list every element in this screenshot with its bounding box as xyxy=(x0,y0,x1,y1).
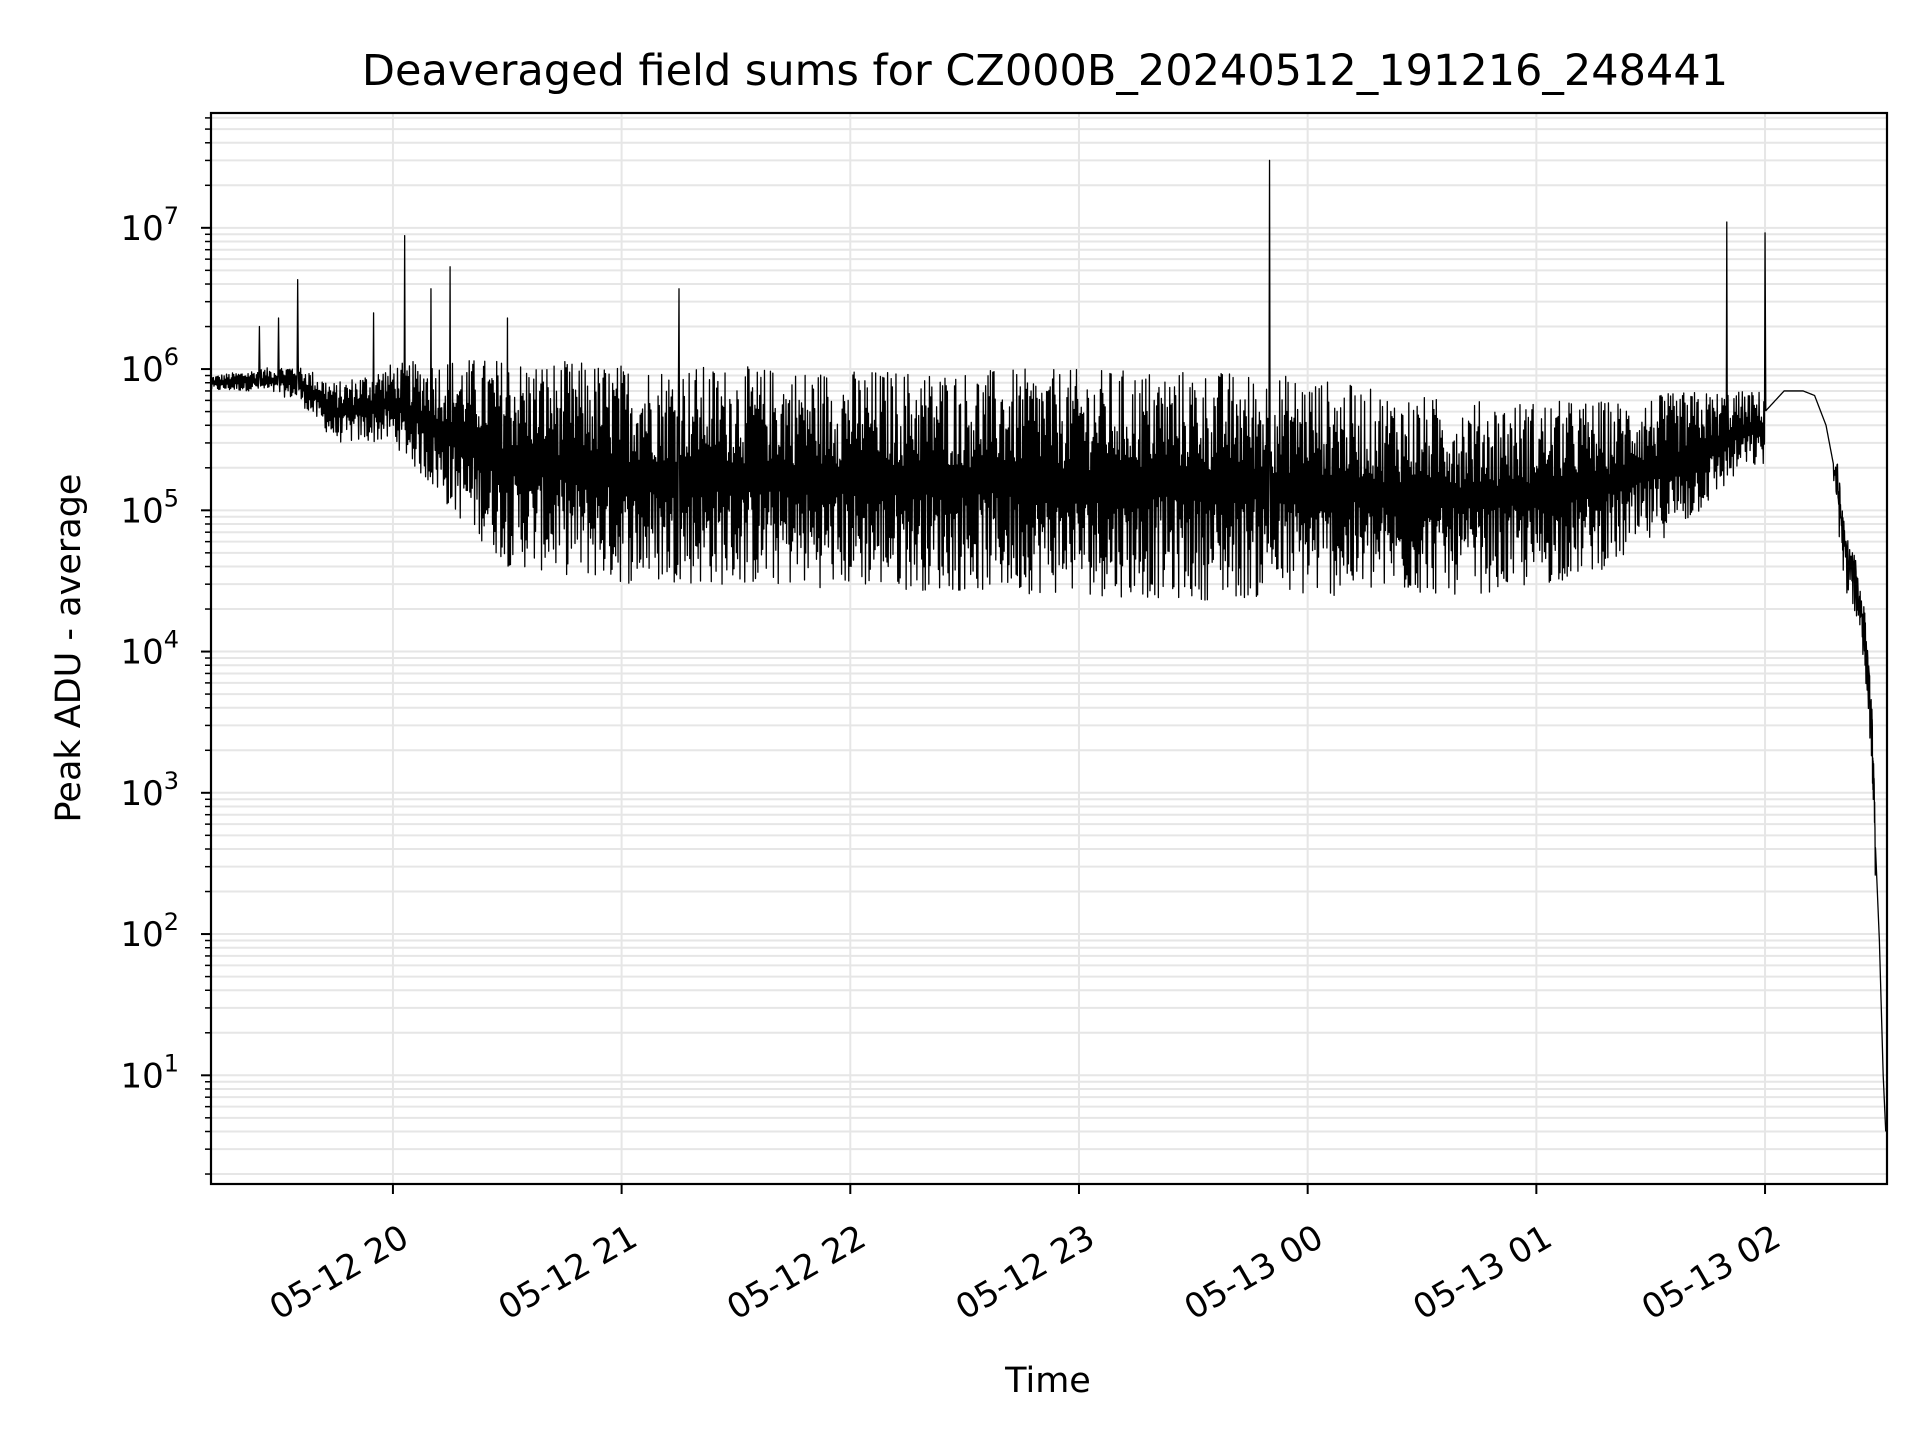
y-tick-label: 106 xyxy=(120,343,179,390)
x-axis-label: Time xyxy=(1004,1361,1091,1401)
y-tick-label: 103 xyxy=(120,767,179,814)
x-tick-label: 05-12 23 xyxy=(949,1217,1101,1328)
x-tick-label: 05-13 00 xyxy=(1178,1217,1330,1328)
y-tick-label: 101 xyxy=(120,1049,179,1096)
x-tick-label: 05-13 02 xyxy=(1635,1217,1787,1328)
x-tick-label: 05-12 20 xyxy=(263,1217,415,1328)
y-tick-label: 102 xyxy=(120,908,179,955)
grid xyxy=(211,113,1887,1184)
chart-title: Deaveraged field sums for CZ000B_2024051… xyxy=(362,46,1728,96)
x-axis: 05-12 20 05-12 21 05-12 22 05-12 23 05-13 00… xyxy=(263,1184,1788,1328)
plot-frame xyxy=(209,111,1889,1186)
y-axis-label: Peak ADU - average xyxy=(49,474,89,823)
x-tick-label: 05-12 22 xyxy=(720,1217,872,1328)
series xyxy=(210,159,1887,1132)
y-tick-label: 104 xyxy=(120,626,179,673)
x-tick-label: 05-12 21 xyxy=(492,1217,644,1328)
series-line xyxy=(210,159,1887,1132)
y-axis: 101 102 103 104 105 106 107 xyxy=(120,117,211,1175)
x-tick-label: 05-13 01 xyxy=(1406,1217,1558,1328)
y-tick-label: 107 xyxy=(120,202,179,249)
y-tick-label: 105 xyxy=(120,484,179,531)
